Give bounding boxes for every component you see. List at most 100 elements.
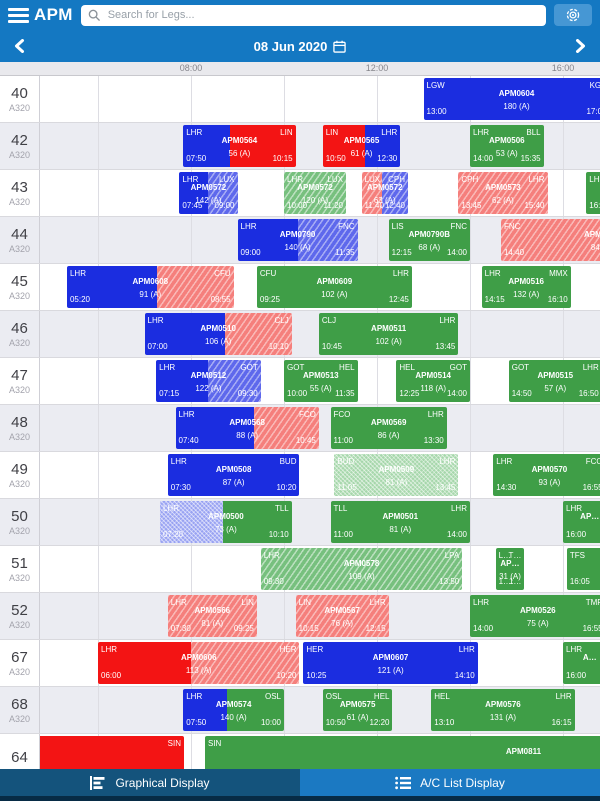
aircraft-type: A320: [9, 103, 30, 113]
tab-ac-list-label: A/C List Display: [420, 776, 505, 790]
search-icon: [88, 9, 100, 21]
flight-block-segment: [261, 548, 462, 590]
hour-gridline: [191, 76, 192, 122]
departure-time: 09:30: [264, 578, 284, 586]
aircraft-type: A320: [9, 244, 30, 254]
prev-day-button[interactable]: [10, 37, 29, 55]
arrival-time: 13:30: [424, 437, 444, 445]
flight-number: APM0790B: [389, 231, 470, 239]
flight-number: APM0604: [424, 90, 600, 98]
departure-time: 11:40: [365, 202, 384, 210]
hour-gridline: [284, 687, 285, 733]
tab-graphical-display[interactable]: Graphical Display: [0, 769, 300, 796]
filter-target-button[interactable]: [554, 4, 592, 26]
menu-icon[interactable]: [8, 8, 29, 23]
arrival-time: 16:55: [583, 484, 600, 492]
arrival-time: 12:30: [377, 155, 397, 163]
departure-time: 10:50: [326, 719, 346, 727]
flight-block[interactable]: LHR16:30: [586, 172, 600, 214]
flight-number: APM0607: [303, 654, 477, 662]
aircraft-type: A320: [9, 197, 30, 207]
aircraft-type: A320: [9, 432, 30, 442]
destination-airport: LPA: [445, 552, 460, 560]
flight-number: APM0572: [362, 184, 409, 192]
hour-gridline: [470, 358, 471, 404]
arrival-time: 14:00: [447, 531, 467, 539]
hour-gridline: [98, 687, 99, 733]
date-picker[interactable]: 08 Jun 2020: [254, 39, 347, 54]
origin-airport: LHR: [473, 599, 489, 607]
origin-airport: LHR: [589, 176, 600, 184]
hour-gridline: [98, 123, 99, 169]
flight-number: A…: [563, 654, 600, 662]
flight-block[interactable]: SIN: [38, 736, 184, 769]
time-tick: 16:00: [552, 63, 575, 73]
tab-ac-list-display[interactable]: A/C List Display: [300, 769, 600, 796]
flight-number: APM0516: [482, 278, 571, 286]
flight-number: APM0565: [323, 137, 401, 145]
schedule-grid: LGWKGSAPM0604180 (A)13:0017:0040A320LHRL…: [0, 76, 600, 769]
aircraft-type: A320: [9, 291, 30, 301]
flight-number: APM0575: [323, 701, 393, 709]
arrival-time: 10:20: [276, 484, 296, 492]
search-box[interactable]: [81, 5, 546, 26]
destination-airport: MMX: [549, 270, 568, 278]
flight-number: APM0790: [238, 231, 358, 239]
flight-block[interactable]: L…T…AP…31 (A)1…1…: [496, 548, 525, 590]
next-day-button[interactable]: [571, 37, 590, 55]
flight-number: APM0506: [470, 137, 544, 145]
hour-gridline: [98, 452, 99, 498]
flight-block[interactable]: FNCAPM079184 (A)14:40: [501, 219, 600, 261]
departure-time: 05:20: [70, 296, 90, 304]
search-input[interactable]: [106, 8, 539, 22]
flight-number: APM0573: [458, 184, 547, 192]
arrival-time: 09:25: [234, 625, 254, 633]
aircraft-id: 44: [11, 226, 28, 243]
hour-gridline: [98, 499, 99, 545]
